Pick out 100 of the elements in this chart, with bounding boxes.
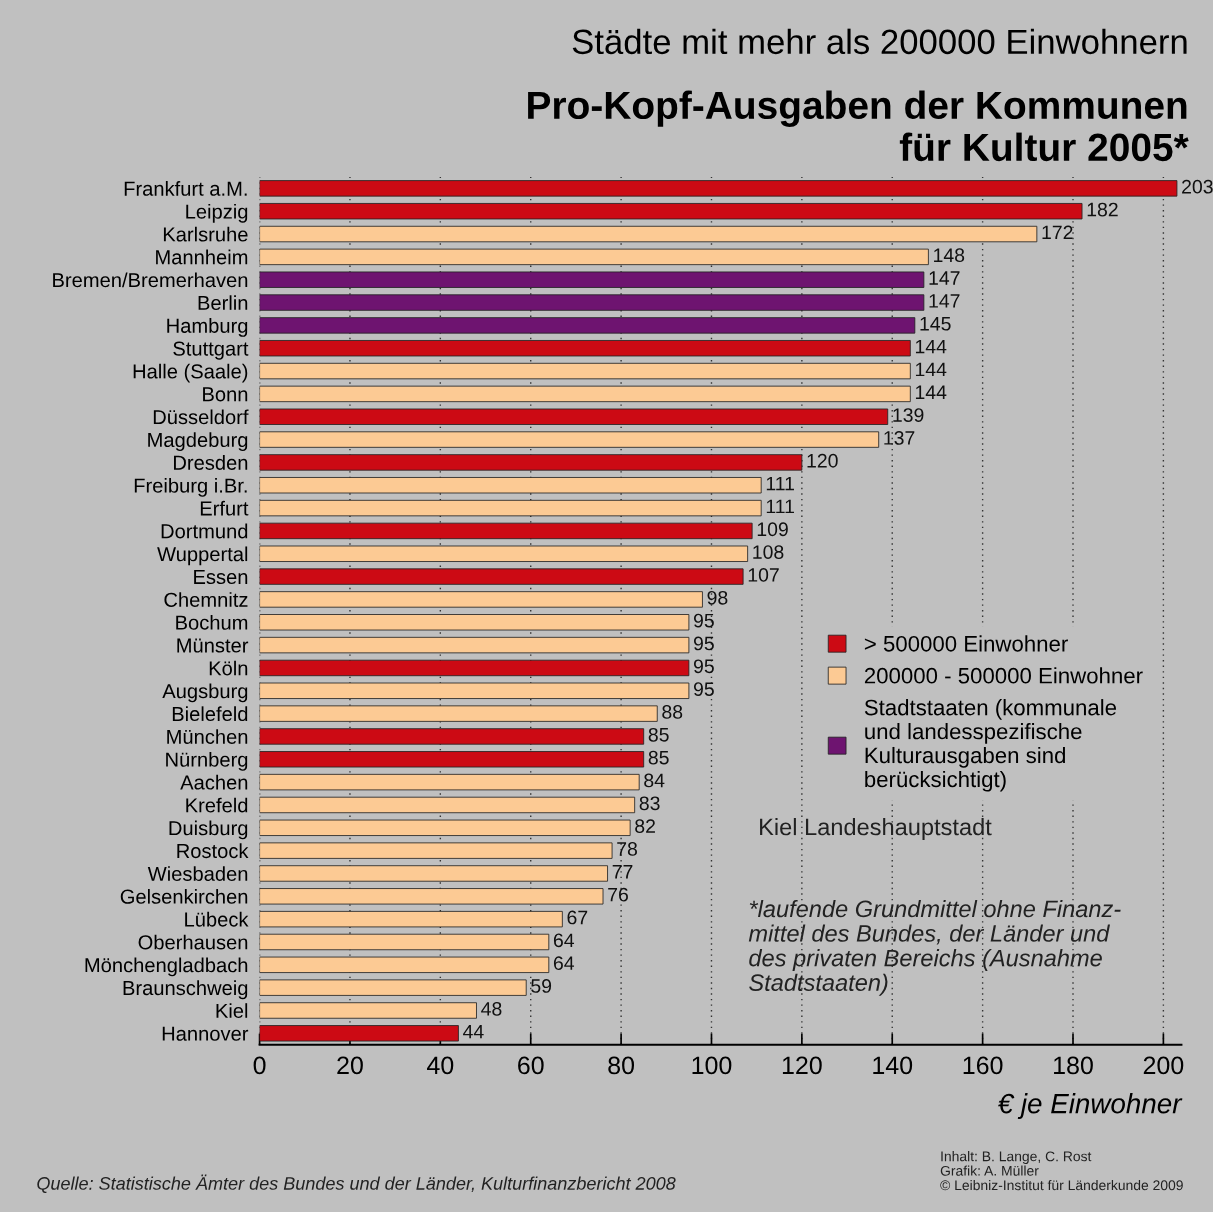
bar [259, 956, 550, 973]
data-label: 64 [553, 956, 575, 971]
data-label: 82 [635, 819, 655, 834]
bar [259, 705, 658, 722]
y-tick-label: Kiel [216, 1003, 248, 1018]
bar [259, 248, 929, 266]
data-label: 59 [531, 979, 552, 993]
data-label: 95 [693, 659, 714, 674]
y-tick-label: Freiburg i.Br. [134, 477, 247, 497]
bar [259, 477, 762, 494]
data-label: 145 [920, 317, 951, 331]
bar [259, 294, 925, 311]
data-label: 139 [893, 408, 924, 422]
bar [259, 796, 636, 814]
bar [259, 362, 911, 380]
data-label: 144 [915, 362, 947, 377]
data-label: 85 [648, 750, 669, 765]
y-tick-label: Essen [194, 570, 248, 585]
x-axis-title: € je Einwohner [997, 1093, 1183, 1119]
annotation: Kiel Landeshauptstadt [760, 818, 992, 841]
data-label: 95 [693, 636, 714, 651]
data-label: 95 [693, 682, 714, 696]
bar [259, 385, 911, 403]
bar [259, 317, 916, 334]
bar [259, 865, 608, 882]
y-tick-label: Rostock [177, 843, 249, 859]
y-tick-label: Lübeck [185, 911, 249, 927]
y-tick-label: Berlin [198, 295, 248, 311]
y-tick-label: Frankfurt a.M. [124, 181, 247, 196]
y-tick-label: Karlsruhe [163, 226, 248, 242]
data-label: 147 [929, 271, 960, 285]
bar [259, 431, 880, 448]
y-tick-label: Dortmund [161, 523, 248, 539]
data-label: 64 [553, 933, 575, 948]
x-tick-label: 200 [1143, 1056, 1184, 1075]
legend-label: 200000 - 500000 Einwohner [864, 667, 1143, 684]
data-label: 85 [648, 727, 669, 742]
bar [259, 842, 613, 859]
y-tick-label: Hamburg [167, 318, 248, 337]
data-label: 172 [1042, 225, 1073, 240]
legend-label: Stadtstaaten (kommunale und landesspezifische Kulturausgaben sind berücksichtigt) [864, 699, 1117, 792]
data-label: 84 [644, 773, 665, 788]
bar [259, 225, 1038, 243]
y-tick-label: Wiesbaden [147, 866, 248, 881]
y-tick-label: Duisburg [169, 820, 248, 840]
bar [259, 979, 527, 996]
data-label: 48 [481, 1001, 502, 1016]
data-label: 77 [612, 865, 633, 879]
data-label: 144 [915, 339, 947, 354]
bar [259, 636, 690, 654]
data-label: 44 [463, 1024, 484, 1039]
bar [259, 180, 1178, 197]
y-tick-label: Bielefeld [172, 706, 248, 722]
x-tick-label: 60 [518, 1056, 544, 1075]
bar [259, 499, 762, 517]
bar [259, 751, 645, 768]
data-label: 78 [617, 842, 638, 856]
x-tick-label: 140 [873, 1056, 913, 1075]
bar [259, 910, 563, 928]
bar [259, 819, 631, 836]
data-label: 95 [693, 613, 714, 628]
data-label: 83 [639, 796, 660, 811]
y-tick-label: Halle (Saale) [133, 363, 248, 383]
data-label: 98 [707, 590, 728, 605]
y-tick-label: Wuppertal [157, 546, 248, 566]
data-label: 182 [1087, 202, 1118, 217]
y-tick-label: Gelsenkirchen [120, 889, 248, 904]
data-label: 147 [929, 294, 960, 308]
bar [259, 340, 911, 357]
legend-label: > 500000 Einwohner [864, 635, 1068, 652]
y-tick-label: Augsburg [162, 683, 248, 703]
y-tick-label: Erfurt [200, 500, 249, 516]
x-tick-label: 100 [692, 1056, 732, 1075]
bar [259, 773, 640, 791]
text: Inhalt: B. Lange, C. Rost Grafik: A. Müller © Leibniz-Institut für Länderkunde 2009 [940, 1151, 1183, 1191]
source-note: Quelle: Statistische Ämter des Bundes und der Länder, Kulturfinanzbericht 2008 [37, 1174, 676, 1194]
bar [259, 454, 803, 471]
data-label: 109 [757, 522, 788, 537]
data-label: 137 [884, 431, 915, 445]
x-tick-label: 0 [253, 1056, 266, 1075]
bar [259, 522, 753, 540]
y-tick-label: Braunschweig [123, 980, 248, 1000]
y-tick-label: Oberhausen [138, 934, 248, 950]
data-label: 88 [662, 705, 683, 719]
y-tick-label: Münster [177, 638, 249, 653]
chart-title: Pro-Kopf-Ausgaben der Kommunen für Kultur 2005* [528, 90, 1189, 162]
data-label: 120 [807, 453, 838, 468]
data-label: 111 [766, 499, 794, 514]
y-tick-label: Stuttgart [173, 341, 249, 360]
data-label: 111 [766, 476, 794, 491]
y-tick-label: Mannheim [156, 249, 248, 265]
data-label: 148 [934, 248, 965, 263]
bar [259, 614, 690, 631]
bar [259, 203, 1083, 220]
data-label: 144 [915, 385, 947, 399]
x-tick-label: 180 [1054, 1056, 1093, 1075]
chart-subtitle: Städte mit mehr als 200000 Einwohnern [572, 28, 1187, 55]
y-tick-label: Bonn [203, 387, 248, 402]
bar [259, 545, 749, 562]
bar [259, 728, 645, 745]
